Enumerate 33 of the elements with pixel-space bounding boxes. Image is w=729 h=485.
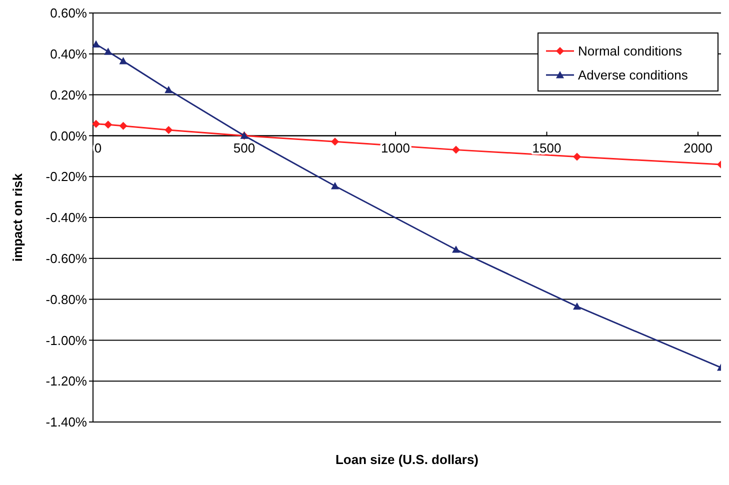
point xyxy=(119,57,128,64)
y-tick-label: -1.20% xyxy=(46,374,88,389)
y-axis-title: impact on risk xyxy=(10,172,25,262)
point xyxy=(331,138,340,146)
y-tick-label: -1.00% xyxy=(46,332,88,348)
legend-label: Adverse conditions xyxy=(578,68,688,83)
point xyxy=(452,146,460,154)
x-tick-label: 500 xyxy=(233,140,256,156)
point xyxy=(104,48,112,55)
point xyxy=(573,152,582,161)
y-tick-label: -0.60% xyxy=(46,250,88,266)
y-tick-label: 0.60% xyxy=(50,6,88,21)
point xyxy=(573,302,582,310)
x-tick-label: 1500 xyxy=(532,140,562,156)
x-axis-title: Loan size (U.S. dollars) xyxy=(335,452,479,467)
y-tick-label: 0.00% xyxy=(50,128,88,144)
y-tick-label: -0.20% xyxy=(46,169,88,184)
y-tick-label: 0.20% xyxy=(50,87,88,102)
point xyxy=(164,126,173,134)
x-tick-label: 2000 xyxy=(684,140,712,156)
point xyxy=(104,120,112,129)
y-tick-label: -0.40% xyxy=(46,210,88,226)
x-tick-label: 0 xyxy=(94,140,102,156)
point xyxy=(164,86,173,94)
legend-label: Normal conditions xyxy=(578,44,683,59)
y-tick-label: 0.40% xyxy=(50,46,88,62)
point xyxy=(331,182,340,190)
y-tick-label: -1.40% xyxy=(46,414,88,430)
y-tick-label: -0.80% xyxy=(46,292,88,307)
point xyxy=(92,40,100,48)
point xyxy=(119,122,128,130)
point xyxy=(452,246,460,253)
point xyxy=(92,120,100,128)
